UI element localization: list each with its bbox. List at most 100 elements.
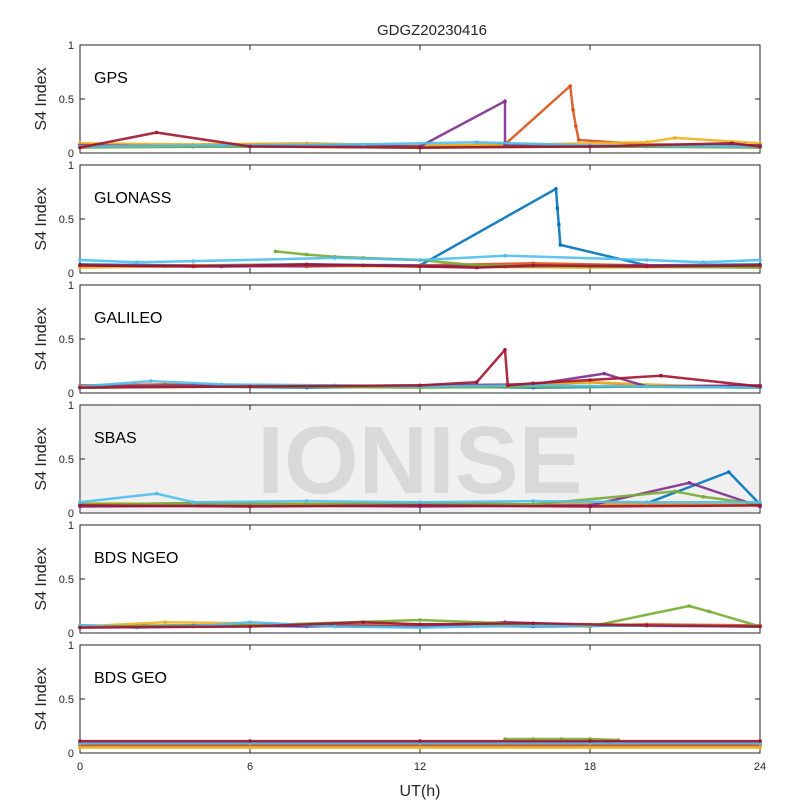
y-tick-label: 1 [68,40,74,52]
data-point [588,745,592,750]
series-line [78,136,762,147]
y-axis-label: S4 Index [33,547,50,610]
y-tick-label: 1 [68,280,74,292]
data-point [248,384,252,389]
x-tick-label: 24 [754,761,766,773]
y-tick-label: 0.5 [59,214,74,226]
data-point [758,624,762,629]
data-point [707,609,711,614]
panel-label: BDS GEO [94,670,167,687]
data-point [758,258,762,262]
x-tick-label: 6 [247,761,253,773]
series-6 [78,348,762,390]
data-point [418,383,422,388]
data-point [248,745,252,750]
series-6 [78,262,762,270]
series-5 [78,253,762,265]
data-point [248,739,252,743]
data-point [361,620,366,624]
y-tick-label: 0.5 [59,454,74,466]
data-point [758,263,762,268]
y-tick-label: 0.5 [59,94,74,106]
watermark-text: IONISE [257,407,582,514]
data-point [554,187,558,191]
y-tick-label: 0 [68,268,74,280]
data-point [418,625,422,630]
data-point [78,263,82,268]
data-point [758,500,762,505]
data-point [191,264,196,269]
data-point [248,504,252,509]
panel-4: 0 0.5 1 S4 Index BDS NGEO [33,520,762,640]
data-point [418,264,422,269]
data-point [644,623,649,628]
data-point [418,145,422,150]
data-point [78,500,82,505]
x-tick-label: 18 [584,761,596,773]
data-point [78,385,82,390]
data-point [687,481,691,485]
data-point [588,504,592,509]
data-point [644,384,649,389]
data-point [555,206,560,210]
data-point [154,491,159,496]
y-axis-label: S4 Index [33,667,50,730]
panel-3: IONISE 0 0.5 1 S4 Index SBAS [33,400,762,520]
data-point [78,745,82,750]
data-point [644,258,649,262]
data-point [474,380,479,385]
series-line [78,492,762,504]
data-point [503,253,507,258]
data-point [418,745,422,750]
data-point [506,383,510,388]
data-point [571,108,575,112]
series-5 [78,491,762,505]
data-point [727,470,731,474]
y-axis-label: S4 Index [33,307,50,370]
data-point [701,495,706,499]
data-point [758,503,762,508]
data-point [134,260,139,265]
data-point [219,143,224,148]
data-point [78,258,82,262]
y-tick-label: 1 [68,160,74,172]
panel-1: 0 0.5 1 S4 Index GLONASS [33,160,762,280]
plot-frame [79,164,761,274]
panel-label: GLONASS [94,190,171,207]
data-point [758,739,762,743]
data-point [248,144,252,149]
data-point [531,263,536,268]
data-point [78,503,82,508]
data-point [602,371,606,376]
data-point [673,136,677,140]
x-tick-label: 12 [414,761,426,773]
data-point [758,384,762,389]
series-6 [78,620,762,630]
data-point [191,259,196,263]
data-point [191,500,196,505]
data-point [644,140,649,144]
data-point [154,130,159,135]
panel-label: GALILEO [94,310,162,327]
data-point [588,378,592,382]
data-point [576,138,581,142]
panel-2: 0 0.5 1 S4 Index GALILEO [33,280,762,400]
y-axis-label: S4 Index [33,427,50,490]
panel-label: BDS NGEO [94,550,178,567]
data-point [557,222,561,227]
data-point [588,739,592,743]
data-point [687,604,691,608]
data-point [304,262,309,267]
data-point [568,84,572,88]
data-point [273,249,278,254]
data-point [503,348,507,352]
data-point [418,500,422,505]
series-line [78,263,762,269]
data-point [219,382,224,387]
y-tick-label: 0.5 [59,694,74,706]
y-tick-label: 0 [68,388,74,400]
data-point [644,500,649,505]
data-point [163,620,167,624]
panel-5: 0 0.5 1 0 6 12 18 24 S4 Index BDS GEO [33,640,766,773]
